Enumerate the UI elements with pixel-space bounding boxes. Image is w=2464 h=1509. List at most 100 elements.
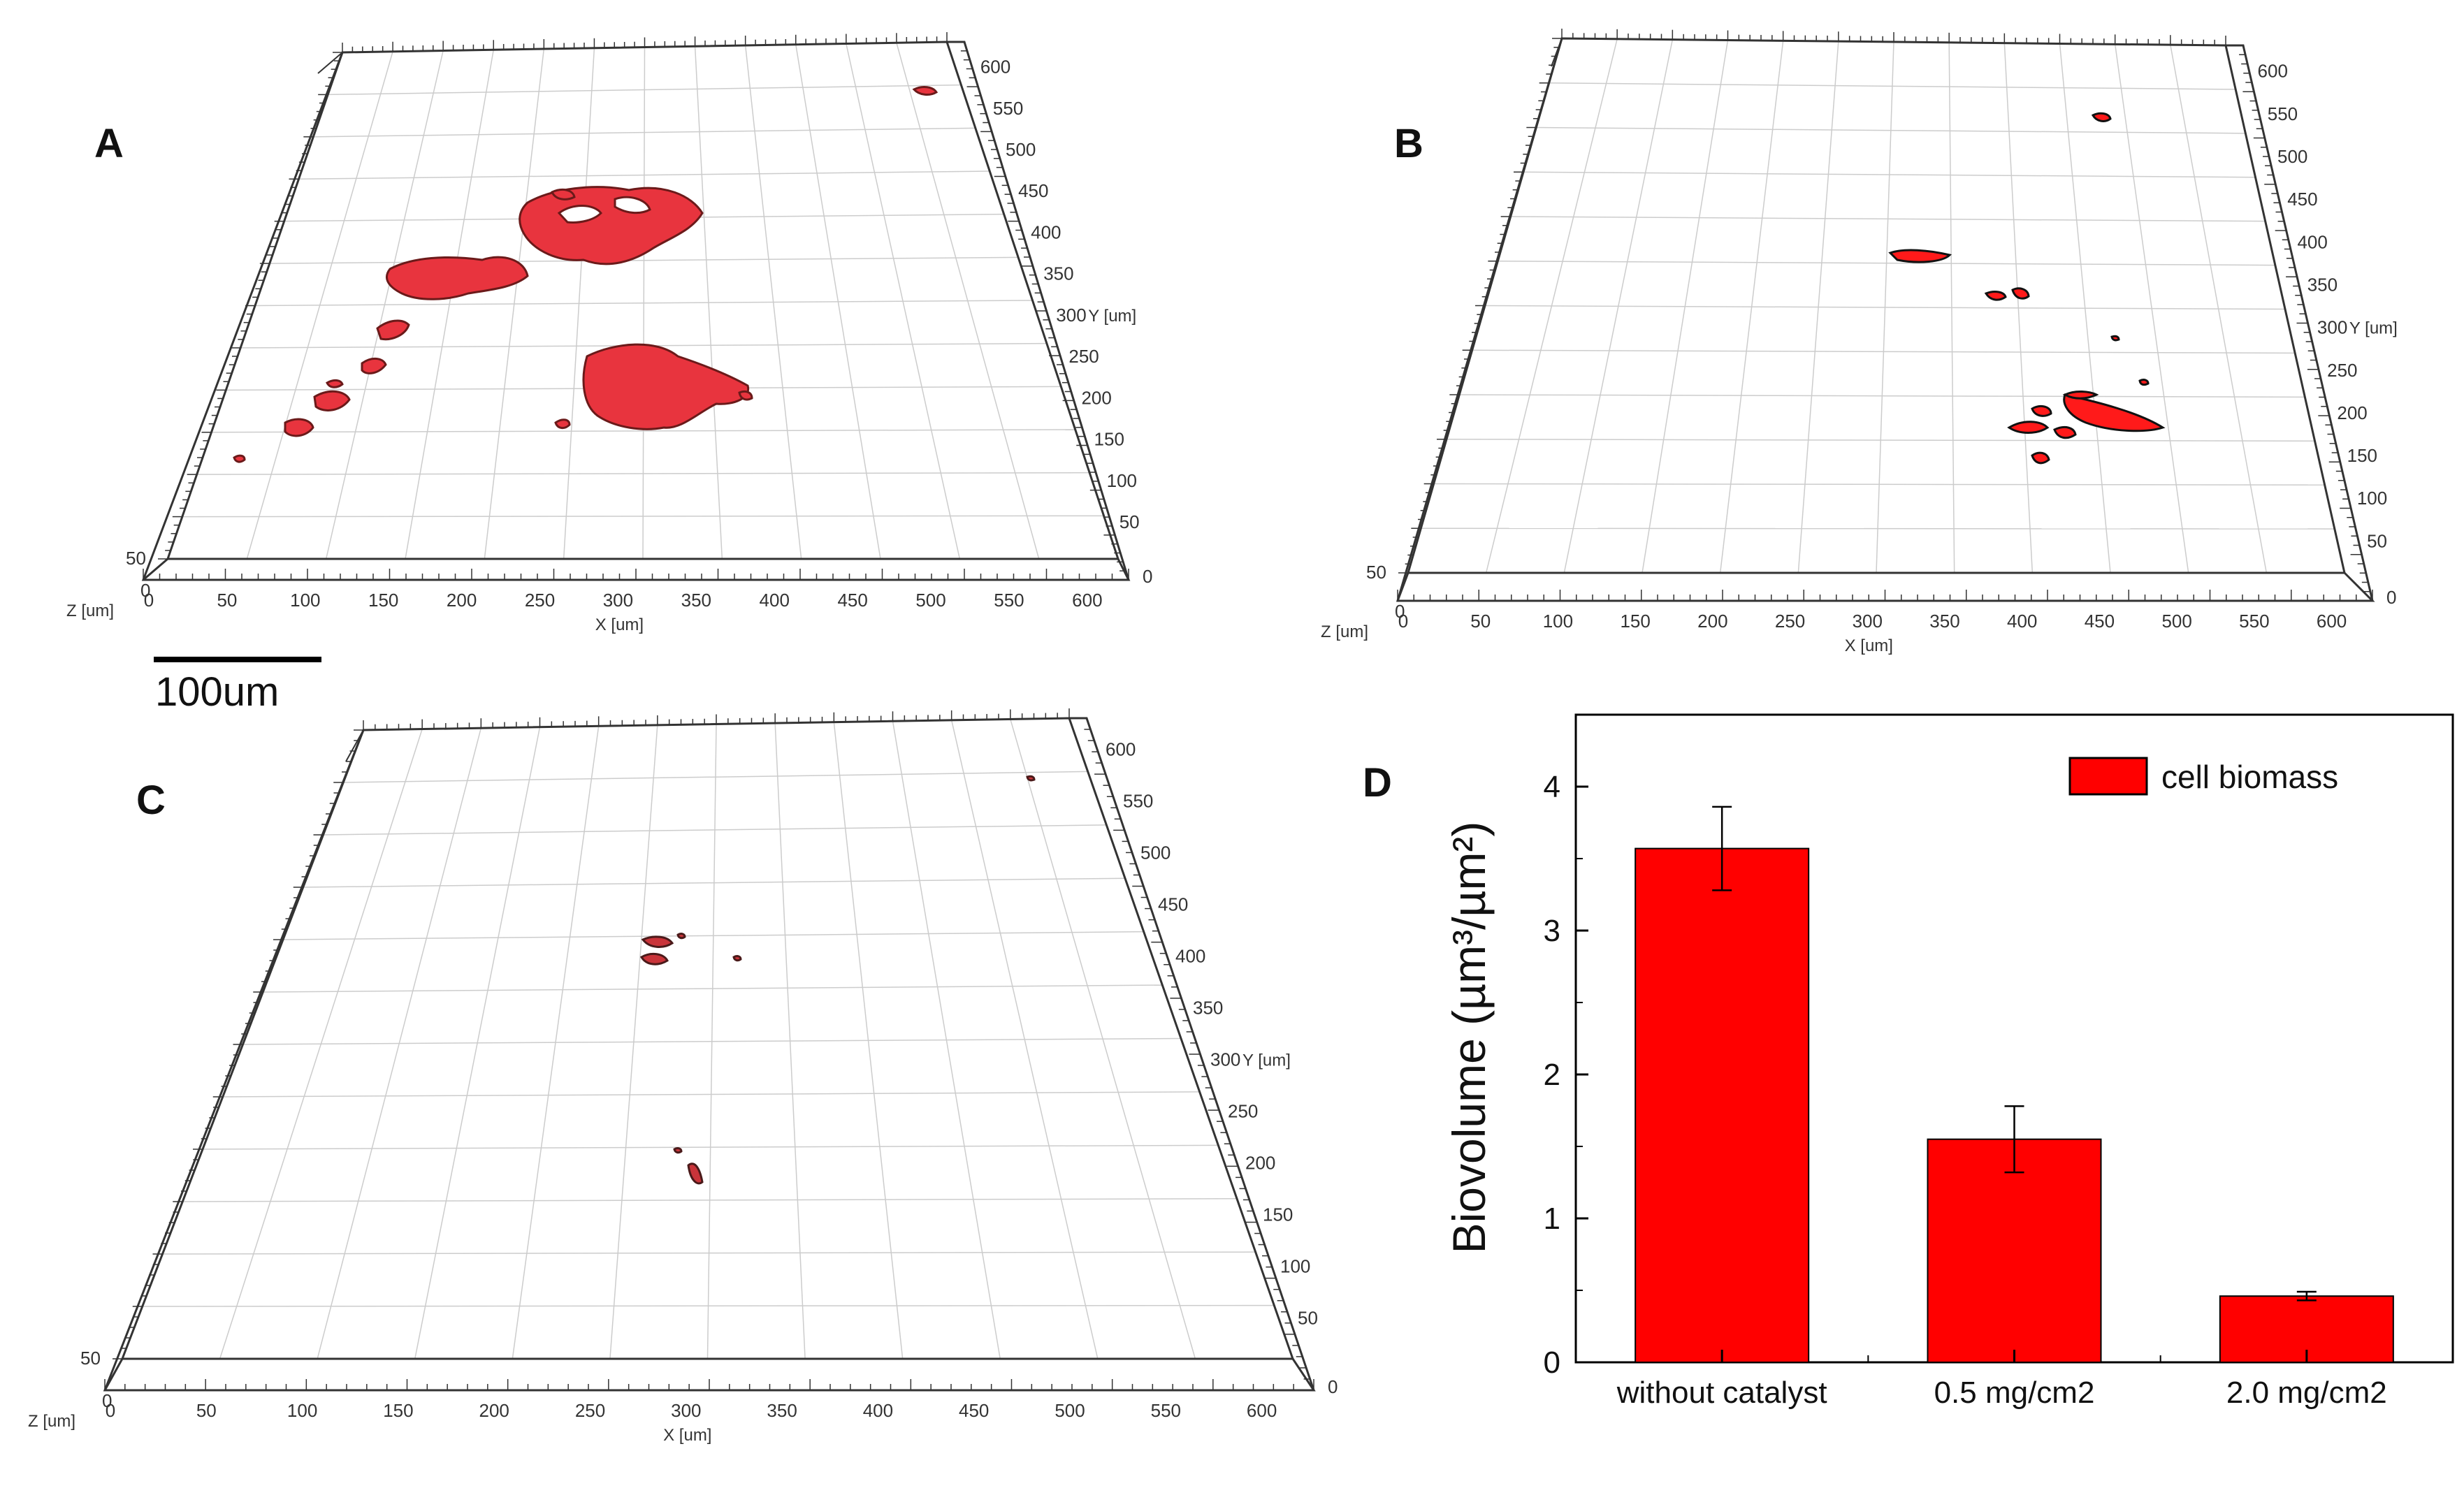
- y-tick-label: 300: [2317, 317, 2347, 338]
- x-tick-label: 300: [671, 1400, 701, 1421]
- y-axis-label: Y [um]: [1242, 1051, 1291, 1070]
- panel-c-biomass-blobs: [639, 775, 1036, 1185]
- x-tick-label: 550: [2239, 611, 2269, 632]
- y-tick-label: 4: [1544, 770, 1560, 804]
- panel-a-biomass-blobs: [233, 86, 939, 463]
- x-tick-label: 450: [837, 590, 867, 611]
- x-tick-label: 400: [760, 590, 790, 611]
- y-tick-label: 100: [1107, 470, 1137, 491]
- y-tick-label: 50: [1298, 1307, 1318, 1328]
- bar: [1927, 1138, 2102, 1363]
- y-axis-label: Y [um]: [1088, 307, 1136, 326]
- y-tick-label: 2: [1544, 1058, 1560, 1092]
- biomass-blob: [1888, 249, 1952, 263]
- biomass-blob: [641, 935, 674, 948]
- x-tick-label: 400: [2007, 611, 2037, 632]
- biomass-blob: [2110, 335, 2120, 342]
- x-tick-label: 450: [959, 1400, 989, 1421]
- y-tick-label: 400: [1175, 945, 1205, 966]
- y-tick-label: 600: [2258, 61, 2288, 82]
- y-tick-label: 3: [1544, 914, 1560, 948]
- scale-bar-label: 100um: [155, 669, 279, 715]
- biomass-blob: [551, 189, 576, 201]
- panel-d-letter: D: [1363, 760, 1392, 805]
- x-tick-label: 2.0 mg/cm2: [2226, 1376, 2387, 1410]
- x-tick-label: 350: [681, 590, 711, 611]
- biomass-blob: [1984, 291, 2007, 301]
- biomass-blob: [554, 418, 571, 429]
- y-tick-label: 250: [1068, 346, 1099, 367]
- y-tick-label: 350: [1193, 997, 1223, 1018]
- biomass-blob: [2091, 112, 2112, 122]
- x-tick-label: 150: [383, 1400, 413, 1421]
- biomass-blob: [233, 454, 246, 463]
- x-tick-label: 0.5 mg/cm2: [1934, 1376, 2095, 1410]
- x-tick-label: 550: [994, 590, 1024, 611]
- y-tick-label: 200: [1245, 1152, 1275, 1173]
- grid-line: [1010, 719, 1196, 1359]
- box-edge: [1551, 38, 1563, 67]
- biomass-blob: [673, 1147, 683, 1154]
- biomass-blob: [639, 952, 669, 965]
- y-tick-label: 500: [1140, 842, 1171, 863]
- y-tick-label: 150: [2347, 445, 2377, 466]
- legend: cell biomass: [2068, 757, 2338, 796]
- y-tick-label: 400: [1031, 221, 1061, 242]
- biomass-blob: [912, 86, 939, 96]
- y-axis-label: Biovolume (µm³/µm²): [1443, 822, 1495, 1254]
- y-tick-label: 450: [1018, 180, 1048, 201]
- box-edge: [143, 557, 168, 581]
- y-tick-label: 400: [2297, 231, 2327, 252]
- grid-line: [328, 84, 962, 96]
- y-tick-label: 250: [1228, 1100, 1258, 1121]
- y-tick-label: 550: [2268, 103, 2298, 124]
- biomass-blob: [376, 319, 410, 341]
- grid-line: [2170, 45, 2268, 574]
- biomass-blob: [2031, 405, 2052, 417]
- y-tick-label: 200: [2337, 402, 2367, 423]
- grid-line: [1536, 126, 2246, 134]
- biomass-blob: [687, 1162, 704, 1185]
- grid-line: [323, 824, 1107, 836]
- y-axis-label: Y [um]: [2349, 319, 2398, 338]
- biomass-blob: [557, 205, 602, 224]
- x-tick-label: without catalyst: [1616, 1376, 1827, 1410]
- biomass-blob: [284, 418, 314, 437]
- biomass-blob: [732, 955, 742, 962]
- z-tick-label: 50: [1366, 562, 1386, 583]
- panel-d: D 0 1 2 3 4 without catalyst 0.5 mg/cm2 2.0 mg…: [1363, 713, 2454, 1410]
- biomass-blob: [2138, 379, 2150, 386]
- y-axis: 0 1 2 3 4: [1544, 770, 1588, 1380]
- y-tick-label: 200: [1081, 387, 1111, 408]
- x-tick-label: 400: [863, 1400, 893, 1421]
- box-edge: [345, 729, 364, 762]
- x-tick-label: 300: [1853, 611, 1883, 632]
- box-edge: [103, 1358, 124, 1391]
- grid-line: [313, 127, 976, 138]
- panel-b-letter: B: [1394, 121, 1423, 166]
- y-tick-label: 0: [2386, 587, 2396, 608]
- x-tick-label: 200: [1697, 611, 1727, 632]
- legend-swatch: [2068, 757, 2148, 796]
- x-tick-label: 100: [1543, 611, 1573, 632]
- z-tick-label: 50: [80, 1348, 101, 1369]
- x-tick-label: 50: [217, 590, 237, 611]
- x-axis-label: X [um]: [595, 615, 644, 634]
- grid-line: [896, 43, 1040, 560]
- legend-label: cell biomass: [2161, 759, 2338, 795]
- x-tick-label: 200: [447, 590, 477, 611]
- y-tick-label: 50: [2367, 530, 2387, 551]
- box-edge: [317, 52, 343, 74]
- biomass-blob: [2062, 391, 2099, 400]
- x-tick-label: 150: [1620, 611, 1650, 632]
- biomass-blob: [313, 390, 351, 411]
- x-tick-label: 0: [106, 1400, 115, 1421]
- x-tick-label: 500: [915, 590, 945, 611]
- y-tick-label: 50: [1119, 511, 1140, 532]
- y-tick-label: 500: [2277, 146, 2307, 167]
- x-tick-label: 50: [196, 1400, 217, 1421]
- x-tick-label: 100: [290, 590, 320, 611]
- y-tick-label: 0: [1544, 1346, 1560, 1380]
